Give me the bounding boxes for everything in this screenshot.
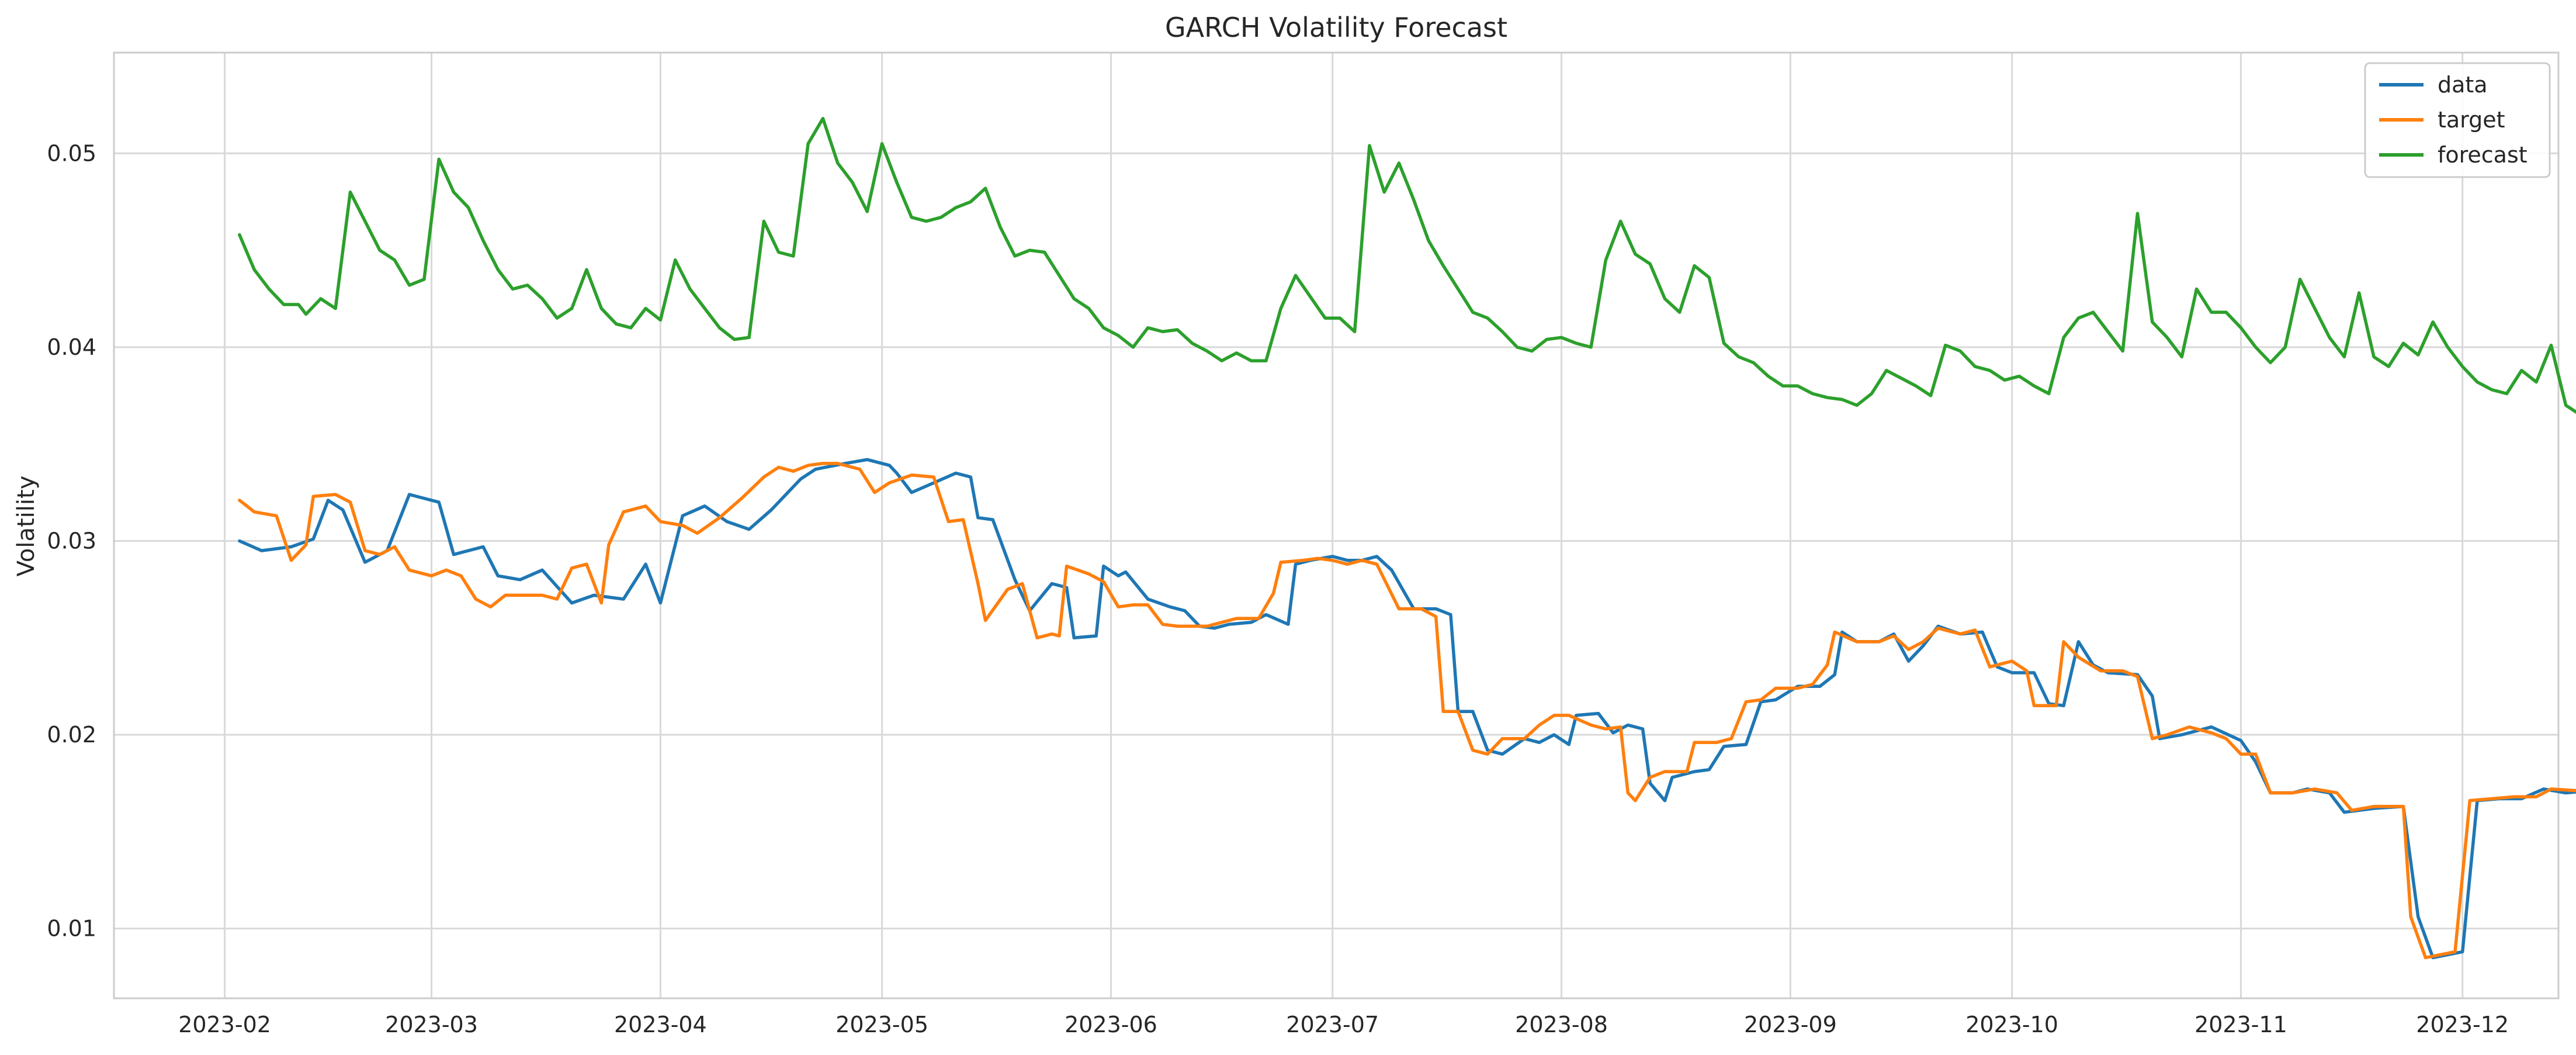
- y-tick-label: 0.03: [47, 528, 96, 554]
- chart-title: GARCH Volatility Forecast: [1165, 12, 1507, 43]
- y-axis-ticks: 0.01 0.02 0.03 0.04 0.05: [47, 140, 96, 941]
- x-tick-label: 2023-03: [385, 1012, 478, 1037]
- x-tick-label: 2023-05: [835, 1012, 928, 1037]
- y-tick-label: 0.04: [47, 334, 96, 360]
- x-tick-label: 2023-11: [2194, 1012, 2287, 1037]
- series-line-target: [238, 462, 2576, 960]
- series-lines: [238, 116, 2576, 960]
- x-tick-label: 2023-10: [1965, 1012, 2058, 1037]
- x-tick-label: 2023-02: [178, 1012, 271, 1037]
- x-tick-label: 2023-07: [1286, 1012, 1379, 1037]
- legend-label-forecast: forecast: [2438, 142, 2528, 168]
- legend: data target forecast: [2364, 62, 2551, 178]
- y-tick-label: 0.01: [47, 916, 96, 942]
- x-tick-label: 2023-12: [2416, 1012, 2509, 1037]
- legend-label-target: target: [2438, 107, 2505, 133]
- series-line-forecast: [238, 116, 2576, 414]
- legend-label-data: data: [2438, 72, 2488, 98]
- x-tick-label: 2023-08: [1515, 1012, 1608, 1037]
- y-tick-label: 0.05: [47, 140, 96, 166]
- x-tick-label: 2023-06: [1065, 1012, 1157, 1037]
- x-axis-ticks: 2023-02 2023-03 2023-04 2023-05 2023-06 2023-…: [178, 1012, 2509, 1037]
- plot-frame: [113, 51, 2560, 999]
- x-tick-label: 2023-04: [614, 1012, 707, 1037]
- y-tick-label: 0.02: [47, 722, 96, 748]
- series-line-data: [238, 458, 2576, 960]
- x-tick-label: 2023-09: [1744, 1012, 1837, 1037]
- legend-box: [2364, 62, 2551, 178]
- y-axis-label: Volatility: [13, 476, 40, 577]
